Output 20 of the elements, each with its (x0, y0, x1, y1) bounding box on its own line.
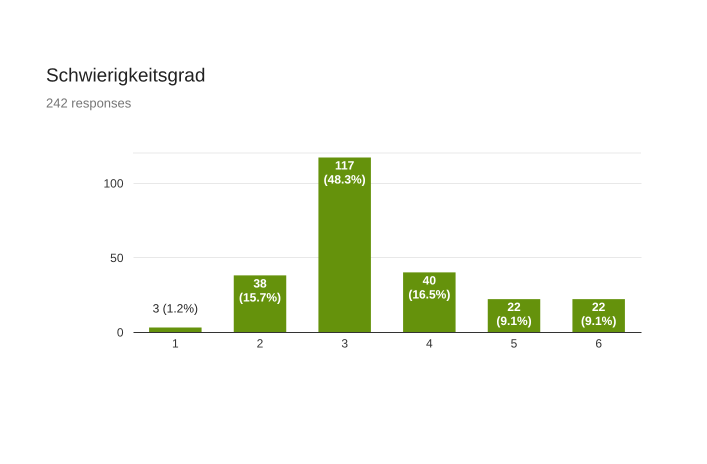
y-tick-label: 100 (103, 176, 124, 190)
bar (318, 157, 371, 332)
data-label: 22 (9.1%) (580, 300, 616, 328)
data-label: 117 (48.3%) (324, 158, 366, 186)
bar (149, 328, 202, 332)
x-tick-label: 2 (256, 336, 264, 350)
y-tick-label: 0 (116, 326, 124, 340)
data-label: 3 (1.2%) (152, 302, 198, 316)
x-tick-label: 6 (595, 336, 602, 350)
y-tick-label: 50 (110, 250, 124, 265)
data-label: 40 (16.5%) (408, 273, 450, 302)
data-label: 22 (9.1%) (496, 300, 532, 328)
bar (403, 272, 456, 332)
chart-subtitle: 242 responses (46, 96, 132, 110)
x-tick-label: 4 (426, 336, 433, 350)
chart-title: Schwierigkeitsgrad (46, 66, 206, 86)
x-tick-label: 5 (510, 336, 518, 350)
x-tick-label: 3 (341, 336, 348, 350)
data-label: 38 (15.7%) (238, 276, 282, 304)
x-tick-label: 1 (172, 336, 179, 350)
